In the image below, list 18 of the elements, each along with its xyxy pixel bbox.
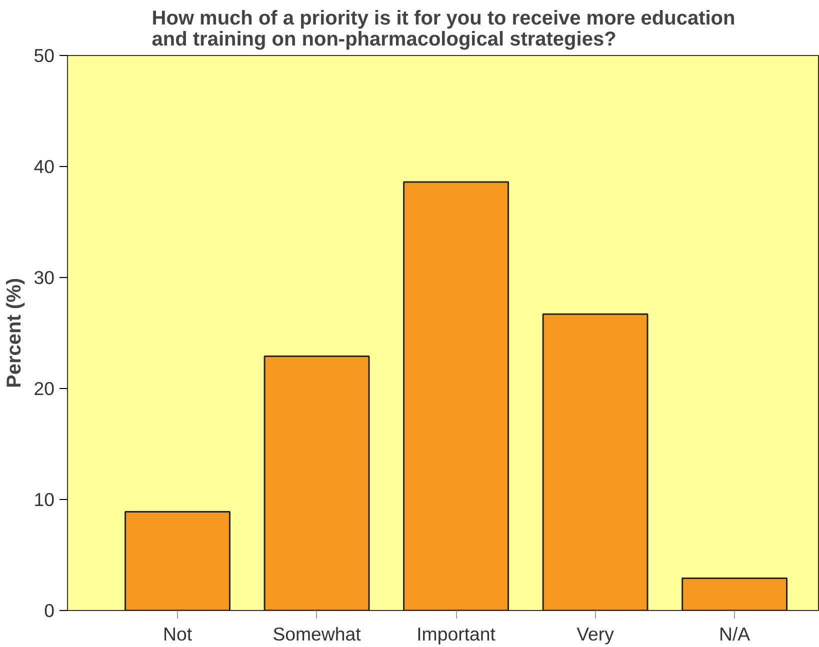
- y-tick-label: 10: [34, 489, 55, 510]
- x-tick-label: Important: [416, 624, 496, 644]
- bar: [264, 356, 370, 610]
- bar: [682, 578, 788, 610]
- bar: [124, 510, 230, 610]
- y-tick-label: 20: [34, 378, 55, 399]
- x-tick-label: N/A: [719, 624, 751, 644]
- y-tick-label: 40: [34, 156, 55, 177]
- bar: [542, 313, 648, 610]
- y-tick-label: 30: [34, 267, 55, 288]
- y-tick-label: 50: [34, 45, 55, 66]
- y-axis-title: Percent (%): [4, 278, 26, 388]
- y-tick-label: 0: [44, 600, 55, 621]
- chart-title: How much of a priority is it for you to receive more education and training on non-pharmacological strategies?: [152, 8, 736, 50]
- x-tick-label: Not: [163, 624, 193, 644]
- x-tick-label: Very: [576, 624, 615, 644]
- x-tick-label: Somewhat: [272, 624, 362, 644]
- bar: [403, 181, 510, 610]
